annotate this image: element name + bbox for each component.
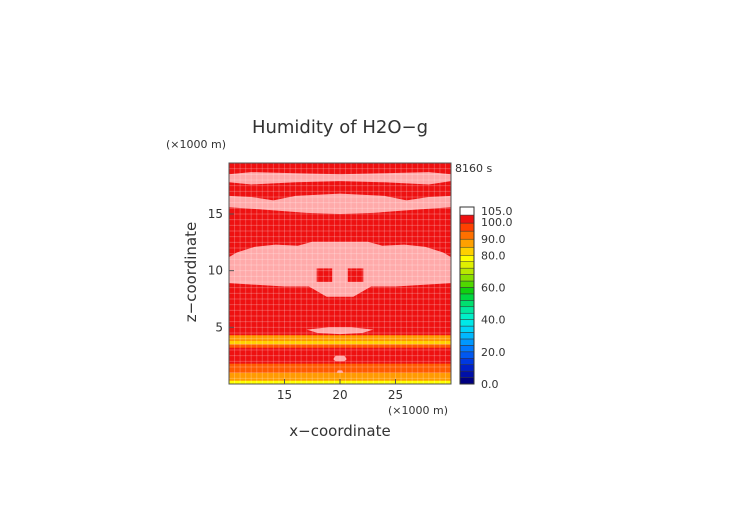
colorbar-swatch xyxy=(459,287,475,295)
colorbar-swatch xyxy=(459,351,475,359)
humidity-band xyxy=(229,363,451,373)
y-unit-label: (×1000 m) xyxy=(166,138,226,151)
colorbar-swatch xyxy=(459,358,475,365)
colorbar-swatch xyxy=(459,255,475,262)
colorbar-swatch xyxy=(459,312,475,320)
chart-title: Humidity of H2O−g xyxy=(252,117,428,138)
colorbar-swatch xyxy=(459,364,475,372)
colorbar-label: 20.0 xyxy=(481,346,506,359)
supersaturated-region xyxy=(333,355,347,362)
colorbar-swatch xyxy=(459,246,475,256)
colorbar-swatch xyxy=(459,332,475,340)
colorbar-swatch xyxy=(459,274,475,282)
colorbar-swatch xyxy=(459,230,475,240)
x-unit-label: (×1000 m) xyxy=(388,404,448,417)
colorbar-swatch xyxy=(459,238,475,248)
x-tick-label: 15 xyxy=(277,388,292,402)
colorbar-swatch xyxy=(459,338,475,346)
x-axis-label: x−coordinate xyxy=(289,422,390,440)
colorbar-frame xyxy=(459,206,475,385)
supersaturated-region xyxy=(306,327,374,335)
supersaturated-region xyxy=(229,193,451,214)
colorbar-swatch xyxy=(459,222,475,232)
colorbar-swatch xyxy=(459,306,475,314)
colorbar-swatch xyxy=(459,377,475,385)
colorbar-swatch xyxy=(459,325,475,333)
colorbar-label: 60.0 xyxy=(481,281,506,294)
colorbar-swatch xyxy=(459,267,475,275)
colorbar-swatch xyxy=(459,319,475,327)
humidity-band xyxy=(229,344,451,348)
colorbar-swatch xyxy=(459,280,475,288)
y-tick-label: 10 xyxy=(208,264,223,278)
supersaturated-region xyxy=(336,370,344,373)
x-tick-label: 25 xyxy=(388,388,403,402)
colorbar-label: 0.0 xyxy=(481,378,499,391)
y-tick-label: 5 xyxy=(215,320,223,334)
plot-area: 15 20 25 5 10 15 xyxy=(208,162,452,402)
colorbar-label: 90.0 xyxy=(481,233,506,246)
colorbar-label: 100.0 xyxy=(481,216,513,229)
supersaturated-region xyxy=(229,241,451,297)
humidity-band xyxy=(229,372,451,381)
colorbar-swatch xyxy=(459,300,475,308)
y-tick-label: 15 xyxy=(208,207,223,221)
x-tick-label: 20 xyxy=(332,388,347,402)
colorbar-swatch xyxy=(459,261,475,269)
supersaturated-region xyxy=(229,172,451,185)
colorbar-swatch xyxy=(459,214,475,224)
humidity-band xyxy=(229,163,451,167)
humidity-band xyxy=(229,347,451,364)
humidity-band xyxy=(229,340,451,345)
grid xyxy=(229,163,451,384)
subsaturated-island xyxy=(347,268,364,282)
colorbar-swatch xyxy=(459,293,475,301)
colorbar-swatch xyxy=(459,345,475,353)
subsaturated-island xyxy=(316,268,333,282)
humidity-band xyxy=(229,335,451,341)
colorbar-swatch xyxy=(459,370,475,378)
colorbar-label: 80.0 xyxy=(481,249,506,262)
colorbar-label: 40.0 xyxy=(481,314,506,327)
y-axis-label: z−coordinate xyxy=(182,222,200,322)
colorbar-swatch xyxy=(459,206,475,216)
colorbar-label: 105.0 xyxy=(481,205,513,218)
time-label: 8160 s xyxy=(455,162,492,175)
